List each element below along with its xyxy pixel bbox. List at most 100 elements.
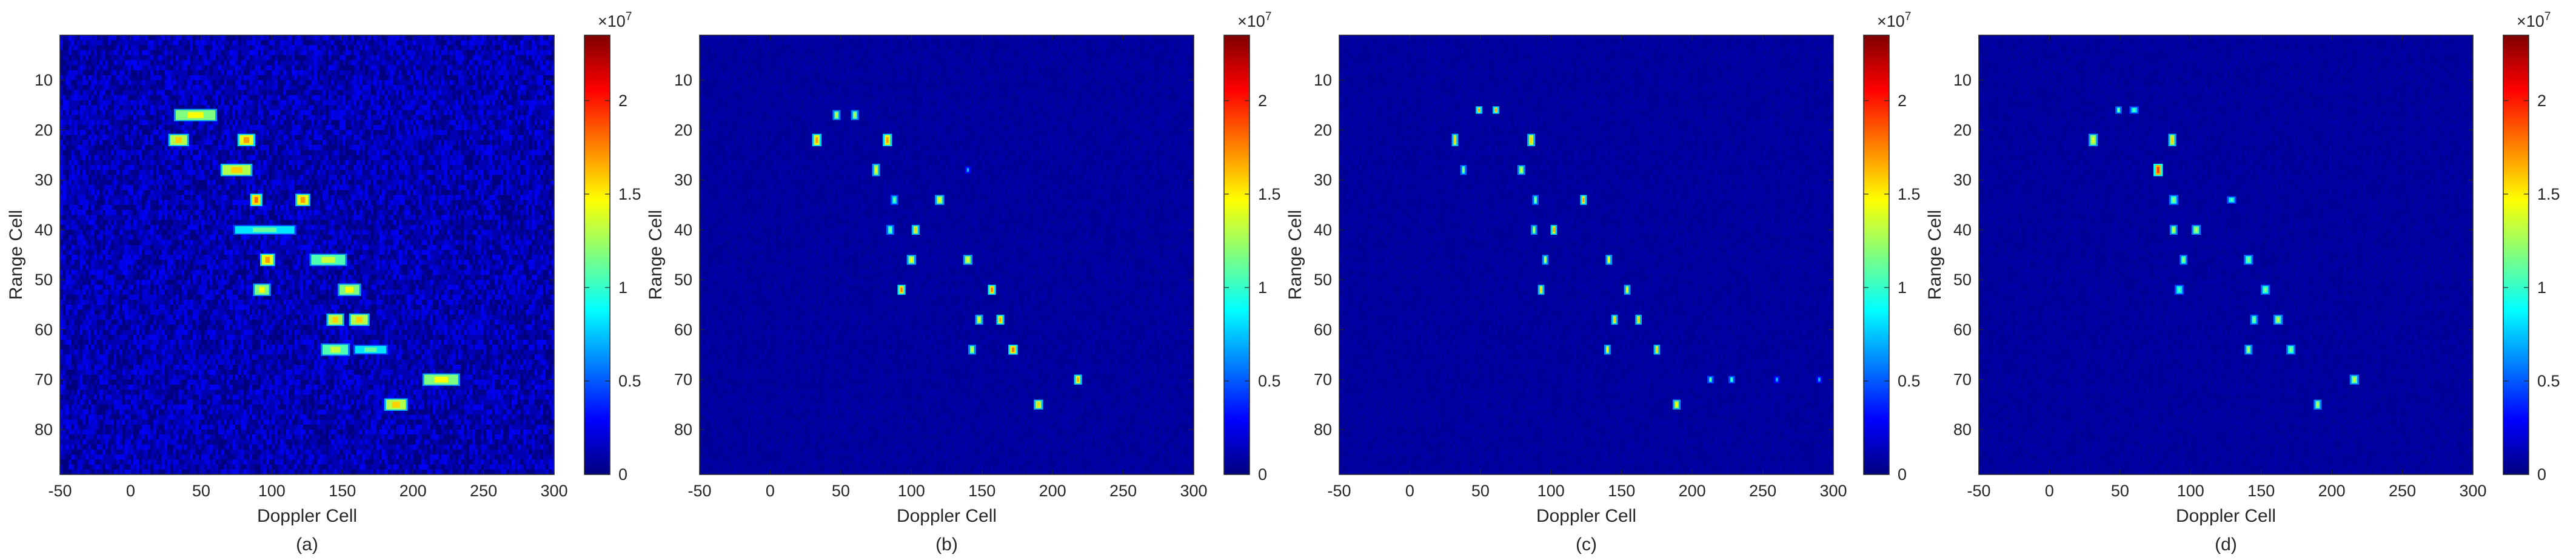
x-tick-label: 150 <box>2247 482 2275 500</box>
y-tick-label: 40 <box>674 221 692 239</box>
target-blob <box>1728 376 1735 383</box>
target-blob <box>2349 374 2360 385</box>
colorbar <box>1224 35 1250 474</box>
y-tick-label: 30 <box>1953 171 1972 189</box>
heatmap-area <box>60 35 554 474</box>
colorbar <box>1864 35 1889 474</box>
colorbar-multiplier: ×107 <box>598 10 632 30</box>
x-tick-label: 250 <box>1749 482 1776 500</box>
x-tick-label: 50 <box>2111 482 2129 500</box>
x-axis-label: Doppler Cell <box>257 506 357 526</box>
y-tick-label: 50 <box>1314 271 1332 289</box>
panel-caption: (d) <box>2215 535 2237 555</box>
y-tick-label: 20 <box>35 121 53 139</box>
plot-frame <box>1978 35 2474 475</box>
target-blob <box>353 345 388 355</box>
y-tick-label: 70 <box>35 371 53 389</box>
target-blob <box>890 195 898 205</box>
y-tick-label: 70 <box>1953 371 1972 389</box>
x-tick-label: 300 <box>2459 482 2486 500</box>
colorbar-tick-label: 1 <box>1258 278 1267 297</box>
x-tick-label: 100 <box>898 482 925 500</box>
y-tick-label: 40 <box>35 221 53 239</box>
colorbar-tick-label: 0 <box>618 465 627 484</box>
y-tick-label: 10 <box>1953 71 1972 89</box>
noise-texture <box>60 35 554 474</box>
y-tick-label: 80 <box>1953 420 1972 439</box>
target-blob <box>1493 106 1499 114</box>
y-tick-label: 60 <box>674 320 692 339</box>
target-blob <box>349 313 370 326</box>
target-blob <box>975 314 983 325</box>
y-tick-label: 60 <box>35 320 53 339</box>
target-blob <box>2129 106 2139 114</box>
target-blob <box>259 254 275 266</box>
target-blob <box>1451 133 1459 146</box>
target-blob <box>2115 106 2122 114</box>
x-tick-label: 200 <box>1679 482 1706 500</box>
target-blob <box>1074 374 1082 385</box>
target-blob <box>309 254 347 266</box>
target-blob <box>2313 399 2322 410</box>
x-tick-label: 0 <box>2045 482 2054 500</box>
noise-texture <box>1339 35 1833 474</box>
x-tick-label: 300 <box>1180 482 1207 500</box>
target-blob <box>253 283 271 296</box>
y-tick-label: 20 <box>1314 121 1332 139</box>
y-tick-label: 40 <box>1314 221 1332 239</box>
target-blob <box>851 110 859 120</box>
heatmap-area <box>1339 35 1833 474</box>
x-tick-label: 200 <box>2318 482 2346 500</box>
y-tick-label: 10 <box>674 71 692 89</box>
x-tick-label: -50 <box>48 482 72 500</box>
target-blob <box>968 345 976 355</box>
panel-b: -50 0 50 100 150 200 250 3001020304050607080Dop… <box>646 10 1281 555</box>
x-tick-label: 0 <box>766 482 775 500</box>
x-tick-label: 50 <box>192 482 210 500</box>
target-blob <box>1653 345 1661 355</box>
target-blob <box>1673 399 1681 410</box>
y-tick-label: 40 <box>1953 221 1972 239</box>
colorbar-tick-label: 1 <box>2537 278 2546 297</box>
target-blob <box>2088 133 2098 146</box>
target-blob <box>326 313 344 326</box>
heatmap-area <box>700 35 1194 474</box>
panel-caption: (c) <box>1576 535 1597 555</box>
colorbar-tick-label: 0.5 <box>1898 372 1921 390</box>
target-blob <box>2153 163 2163 177</box>
y-axis-label: Range Cell <box>1925 210 1945 300</box>
target-blob <box>2168 133 2176 146</box>
target-blob <box>233 224 296 235</box>
target-blob <box>2227 196 2236 204</box>
colorbar-tick-label: 1.5 <box>618 185 641 203</box>
target-blob <box>384 398 408 411</box>
x-tick-label: 150 <box>1608 482 1635 500</box>
x-tick-label: -50 <box>687 482 711 500</box>
y-axis-label: Range Cell <box>1285 210 1305 300</box>
panel-c: -50 0 50 100 150 200 250 3001020304050607080Dop… <box>1285 10 1921 555</box>
target-blob <box>2250 314 2258 325</box>
target-blob <box>250 194 263 206</box>
colorbar-frame <box>2503 35 2529 475</box>
panel-a: -50 0 50 100 150 200 250 3001020304050607080Dop… <box>6 10 641 555</box>
colorbar-tick-label: 2 <box>2537 92 2546 110</box>
target-blob <box>1707 376 1714 383</box>
target-blob <box>1517 164 1525 175</box>
target-blob <box>173 109 218 121</box>
y-tick-label: 10 <box>35 71 53 89</box>
plot-frame <box>699 35 1194 475</box>
target-blob <box>321 343 350 356</box>
noise-texture <box>700 35 1194 474</box>
target-blob <box>906 255 916 265</box>
target-blob <box>965 166 971 174</box>
target-blob <box>295 194 310 206</box>
target-blob <box>935 195 945 205</box>
target-blob <box>2169 195 2178 205</box>
target-blob <box>883 133 892 146</box>
x-tick-label: 50 <box>1471 482 1490 500</box>
target-blob <box>1476 106 1482 114</box>
colorbar <box>2503 35 2529 474</box>
x-tick-label: 300 <box>1819 482 1847 500</box>
x-tick-label: 50 <box>832 482 850 500</box>
